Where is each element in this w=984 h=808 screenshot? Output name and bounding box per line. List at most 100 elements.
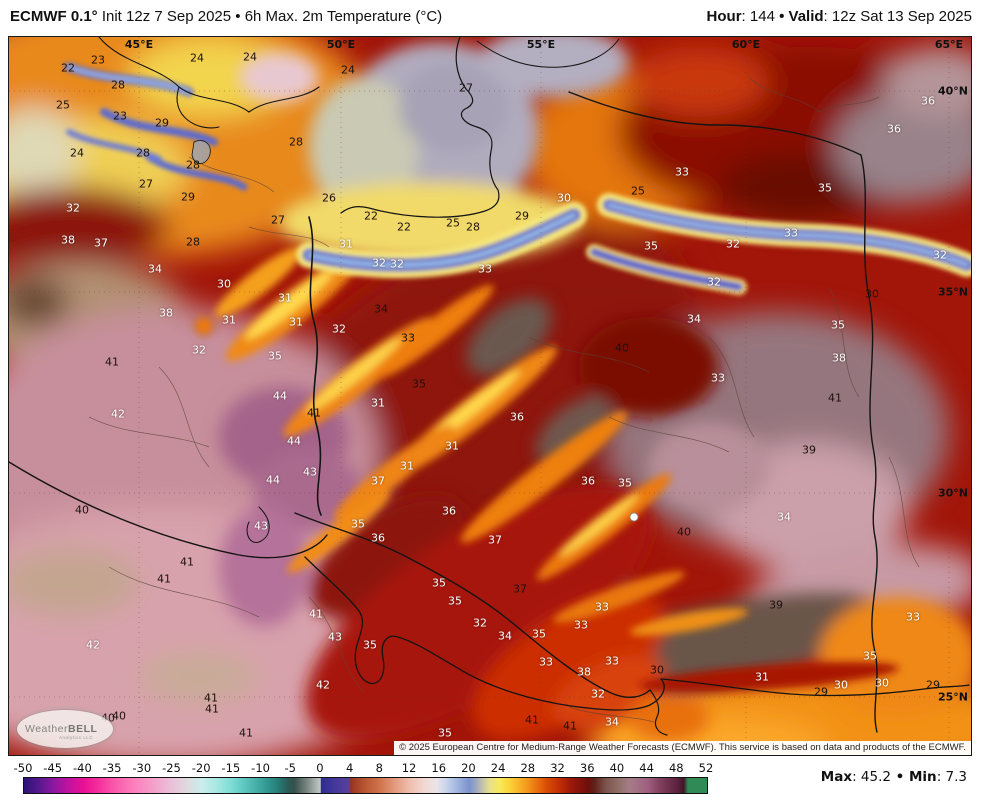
- temp-value-label: 31: [445, 439, 459, 453]
- colorbar-tick-label: -35: [102, 761, 122, 775]
- max-min-readout: Max: 45.2 • Min: 7.3: [821, 769, 967, 785]
- temp-value-label: 40: [75, 503, 89, 517]
- colorbar-tick-label: 48: [668, 761, 684, 775]
- colorbar-tick-label: -30: [132, 761, 152, 775]
- temp-value-label: 35: [818, 181, 832, 195]
- colorbar-tick-label: 12: [401, 761, 417, 775]
- temp-value-label: 29: [515, 209, 529, 223]
- colorbar-tick-label: -45: [43, 761, 63, 775]
- temp-value-label: 23: [113, 109, 127, 123]
- colorbar-tick-label: 32: [550, 761, 565, 775]
- temp-value-label: 27: [459, 81, 473, 95]
- temp-value-label: 33: [539, 655, 553, 669]
- temp-value-label: 32: [707, 275, 721, 289]
- temp-value-label: 25: [56, 98, 70, 112]
- colorbar-tick-label: -40: [72, 761, 92, 775]
- temp-value-label: 36: [581, 474, 595, 488]
- colorbar-tick-label: 0: [316, 761, 324, 775]
- temp-value-label: 31: [339, 237, 353, 251]
- colorbar-tick-label: 4: [345, 761, 354, 775]
- temp-value-label: 27: [139, 177, 153, 191]
- temp-value-label: 36: [371, 531, 385, 545]
- temp-value-label: 40: [101, 711, 115, 725]
- colorbar-tick-label: 52: [698, 761, 714, 775]
- colorbar-tick-label: 40: [609, 761, 625, 775]
- temp-value-label: 30: [875, 676, 889, 690]
- model-run-info: Init 12z 7 Sep 2025 • 6h Max. 2m Tempera…: [97, 8, 443, 25]
- temp-value-label: 24: [341, 63, 355, 77]
- temp-value-label: 25: [631, 184, 645, 198]
- temp-value-label: 28: [186, 235, 200, 249]
- temp-value-label: 35: [644, 239, 658, 253]
- longitude-label: 60°E: [731, 38, 761, 51]
- colorbar-tick-label: -5: [284, 761, 296, 775]
- map-canvas: 45°E 50°E 55°E 60°E 65°E 40°N 35°N 30°N 25°N 22 2…: [8, 36, 972, 756]
- temp-value-label: 25: [446, 216, 460, 230]
- temp-value-label: 42: [316, 678, 330, 692]
- temp-value-label: 30: [650, 663, 664, 677]
- temp-value-label: 37: [371, 474, 385, 488]
- longitude-label: 65°E: [934, 38, 964, 51]
- temp-value-label: 34: [777, 510, 791, 524]
- max-label: Max: [820, 769, 853, 785]
- temperature-colorbar: [23, 777, 708, 794]
- temp-value-label: 35: [363, 638, 377, 652]
- temperature-field-art: [9, 37, 971, 755]
- temp-value-label: 35: [532, 627, 546, 641]
- temp-value-label: 33: [401, 331, 415, 345]
- zagros-heat-streaks: [194, 246, 899, 693]
- station-marker-dot: [629, 512, 639, 522]
- forecast-hour-valid: Hour: 144 • Valid: 12z Sat 13 Sep 2025: [707, 8, 972, 25]
- temp-value-label: 32: [66, 201, 80, 215]
- temp-value-label: 33: [711, 371, 725, 385]
- longitude-label: 45°E: [124, 38, 154, 51]
- temp-value-label: 41: [204, 691, 218, 705]
- longitude-label: 50°E: [326, 38, 356, 51]
- temp-value-label: 34: [374, 302, 388, 316]
- temp-value-label: 23: [91, 53, 105, 67]
- temp-value-label: 22: [364, 209, 378, 223]
- temp-value-label: 43: [328, 630, 342, 644]
- temp-value-label: 35: [268, 349, 282, 363]
- colorbar-tick-label: -50: [13, 761, 33, 775]
- min-value: : 7.3: [936, 769, 967, 785]
- temp-value-label: 36: [921, 94, 935, 108]
- temp-value-label: 35: [831, 318, 845, 332]
- temp-value-label: 29: [814, 685, 828, 699]
- min-label: Min: [909, 769, 937, 785]
- temp-value-label: 38: [577, 665, 591, 679]
- temp-value-label: 38: [832, 351, 846, 365]
- temp-value-label: 31: [755, 670, 769, 684]
- copyright-notice: © 2025 European Centre for Medium-Range …: [394, 741, 971, 755]
- temp-value-label: 41: [309, 607, 323, 621]
- temp-value-label: 31: [371, 396, 385, 410]
- temp-value-label: 34: [687, 312, 701, 326]
- temp-value-label: 41: [205, 702, 219, 716]
- temp-value-label: 31: [400, 459, 414, 473]
- temp-value-label: 35: [863, 649, 877, 663]
- temp-value-label: 28: [111, 78, 125, 92]
- temp-value-label: 24: [243, 50, 257, 64]
- colorbar-tick-label: 24: [490, 761, 506, 775]
- temp-value-label: 44: [287, 434, 301, 448]
- temp-value-label: 36: [510, 410, 524, 424]
- temp-value-label: 34: [498, 629, 512, 643]
- temp-value-label: 44: [266, 473, 280, 487]
- temp-value-label: 29: [155, 116, 169, 130]
- temp-label-layer: 22 23 28 24 24 24 27 25 23 29 36 36 24 28 28 28 27 29 26 30…: [9, 37, 971, 755]
- temp-value-label: 30: [834, 678, 848, 692]
- temp-value-label: 36: [442, 504, 456, 518]
- temp-value-label: 33: [605, 654, 619, 668]
- temp-value-label: 35: [438, 726, 452, 740]
- hour-value: : 144: [741, 8, 775, 25]
- temp-value-label: 41: [307, 406, 321, 420]
- colorbar-tick-label: 28: [520, 761, 536, 775]
- temp-value-label: 38: [61, 233, 75, 247]
- temp-value-label: 35: [618, 476, 632, 490]
- temp-value-label: 32: [473, 616, 487, 630]
- temp-value-label: 38: [159, 306, 173, 320]
- coastlines-borders: [9, 37, 970, 736]
- temp-value-label: 41: [180, 555, 194, 569]
- hour-label: Hour: [706, 8, 742, 25]
